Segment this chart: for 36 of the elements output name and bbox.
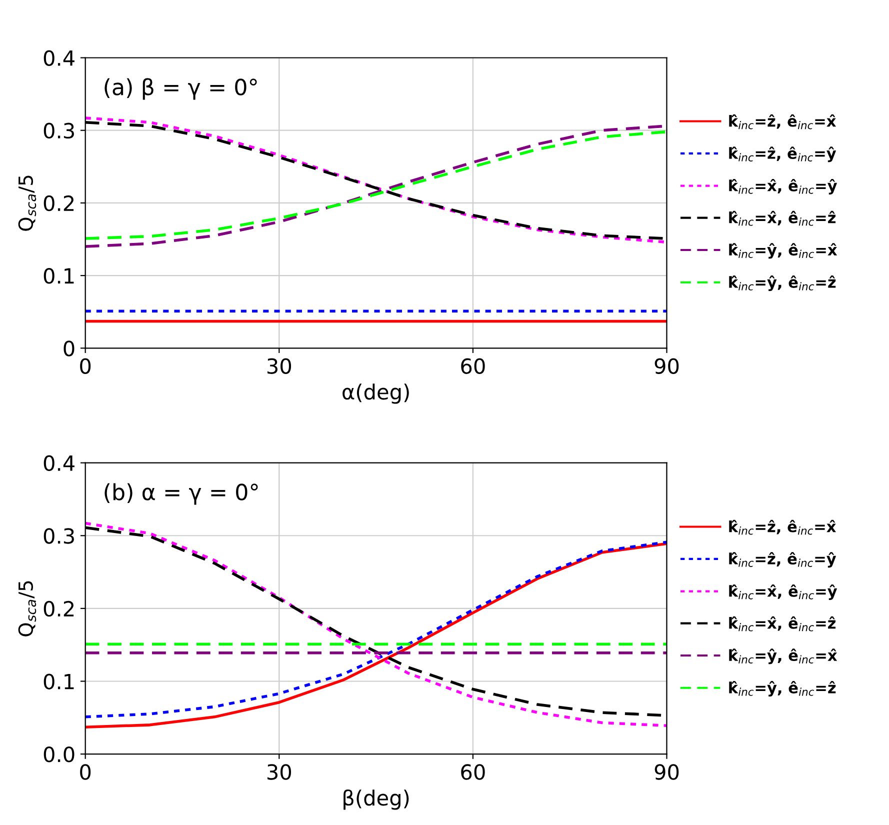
legend-label: k̂$_{inc}$=ẑ, ê$_{inc}$=x̂ xyxy=(729,114,836,130)
y-tick-label: 0.1 xyxy=(44,674,74,690)
x-tick-label: 30 xyxy=(267,764,292,780)
y-tick-label: 0.1 xyxy=(44,268,74,284)
legend-label: k̂$_{inc}$=x̂, ê$_{inc}$=ŷ xyxy=(729,178,838,194)
legend-label: k̂$_{inc}$=x̂, ê$_{inc}$=ŷ xyxy=(729,584,838,600)
legend-label: k̂$_{inc}$=ẑ, ê$_{inc}$=x̂ xyxy=(729,520,836,535)
legend-label: k̂$_{inc}$=ẑ, ê$_{inc}$=ŷ xyxy=(729,552,836,568)
legend-label: k̂$_{inc}$=ŷ, ê$_{inc}$=ẑ xyxy=(729,276,836,292)
annotation: (a) β = γ = 0° xyxy=(104,78,257,100)
x-tick-label: 0 xyxy=(80,764,91,780)
x-axis-title: α(deg) xyxy=(342,384,409,404)
x-axis-title: β(deg) xyxy=(344,789,409,810)
x-tick-label: 0 xyxy=(80,358,91,374)
y-tick-label: 0.4 xyxy=(44,50,74,66)
legend-label: k̂$_{inc}$=ẑ, ê$_{inc}$=ŷ xyxy=(729,146,836,162)
legend-label: k̂$_{inc}$=x̂, ê$_{inc}$=ẑ xyxy=(729,616,836,632)
annotation: (b) α = γ = 0° xyxy=(104,483,258,505)
y-axis-title: Q$_{sca}$/5 xyxy=(18,176,36,231)
legend-label: k̂$_{inc}$=ŷ, ê$_{inc}$=x̂ xyxy=(729,648,838,664)
x-tick-label: 60 xyxy=(461,764,485,780)
y-tick-label: 0.4 xyxy=(44,455,74,472)
y-tick-label: 0 xyxy=(64,340,74,356)
y-axis-title: Q$_{sca}$/5 xyxy=(18,581,36,636)
x-tick-label: 90 xyxy=(654,358,679,374)
legend-label: k̂$_{inc}$=ŷ, ê$_{inc}$=x̂ xyxy=(729,243,838,259)
y-tick-label: 0.2 xyxy=(44,600,74,617)
y-tick-label: 0.0 xyxy=(44,746,74,762)
legend-label: k̂$_{inc}$=ŷ, ê$_{inc}$=ẑ xyxy=(729,681,836,697)
x-tick-label: 90 xyxy=(654,764,679,780)
x-tick-label: 60 xyxy=(461,358,485,374)
y-tick-label: 0.3 xyxy=(44,528,74,544)
legend-label: k̂$_{inc}$=x̂, ê$_{inc}$=ẑ xyxy=(729,210,836,226)
y-tick-label: 0.3 xyxy=(44,122,74,139)
y-tick-label: 0.2 xyxy=(44,195,74,212)
x-tick-label: 30 xyxy=(267,358,292,374)
